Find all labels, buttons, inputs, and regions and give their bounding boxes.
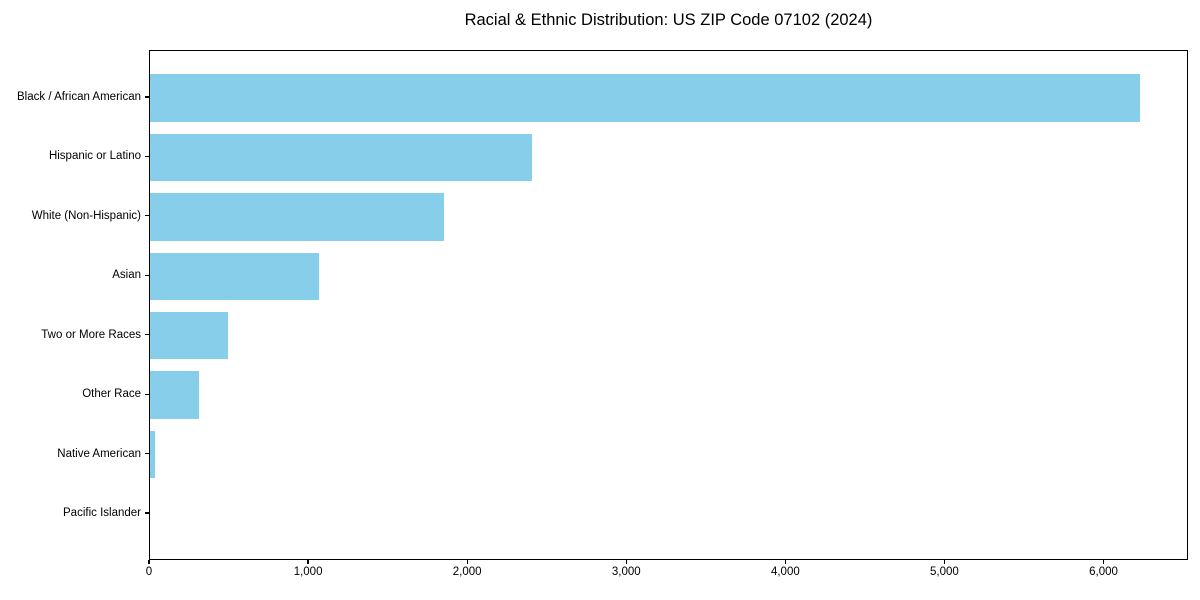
x-tick-label: 0 [145,566,153,578]
y-tick-mark [145,155,149,157]
y-tick-mark [145,512,149,514]
y-tick-label: Black / African American [17,90,141,103]
y-tick-label: White (Non-Hispanic) [31,209,141,222]
x-tick-mark [307,560,309,564]
y-tick-label: Pacific Islander [63,507,141,520]
x-tick-label: 6,000 [1089,566,1118,578]
x-tick-label: 5,000 [930,566,959,578]
y-tick-label: Native American [57,447,141,460]
x-tick-label: 2,000 [452,566,482,578]
x-tick-label: 4,000 [770,566,800,578]
y-tick-label: Hispanic or Latino [48,150,141,163]
y-tick-mark [145,215,149,217]
x-tick-mark [1102,560,1105,564]
y-tick-mark [145,334,149,336]
bar-hispanic-or-latino [150,133,532,182]
x-tick-mark [466,560,468,564]
bar-two-or-more-races [150,311,228,360]
x-tick-label: 1,000 [293,566,323,578]
y-tick-mark [145,96,149,98]
plot-area [149,50,1188,560]
y-tick-mark [145,274,149,276]
bar-other-race [150,371,200,419]
x-tick-label: 3,000 [611,566,641,578]
x-tick-mark [148,560,150,564]
x-tick-mark [784,560,786,564]
y-tick-label: Other Race [82,388,141,401]
bar-native-american [150,430,155,479]
y-tick-mark [145,453,149,455]
bar-white-non-hispanic [150,193,445,241]
x-tick-mark [943,560,946,564]
bar-asian [150,252,319,301]
x-tick-mark [625,560,627,564]
y-tick-mark [145,393,149,395]
y-tick-label: Asian [112,269,141,282]
bar-black-african-american [150,74,1140,122]
y-tick-label: Two or More Races [41,328,141,341]
chart-title: Racial & Ethnic Distribution: US ZIP Cod… [464,11,873,29]
